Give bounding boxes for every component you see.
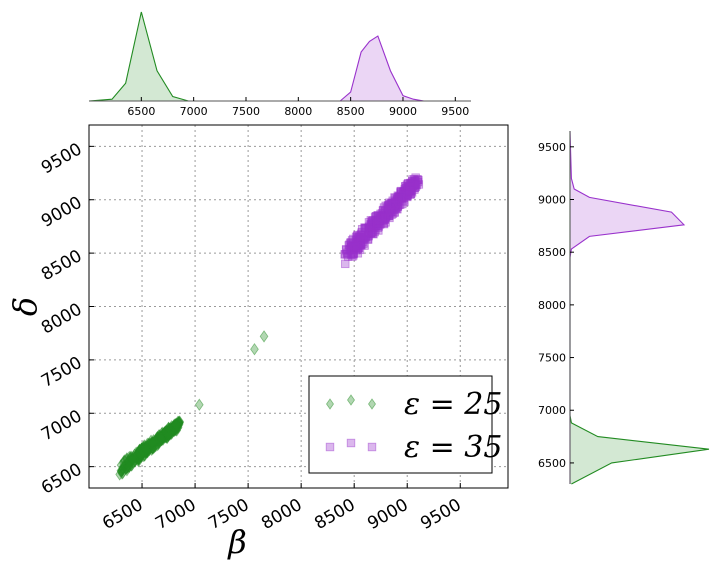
data-point-square xyxy=(406,189,415,199)
data-point-diamond xyxy=(115,468,125,481)
data-point-square xyxy=(380,215,390,224)
legend-label: ε = 25 xyxy=(404,387,502,422)
data-point-diamond xyxy=(138,445,148,459)
right-y-tick-label: 7000 xyxy=(538,404,566,417)
x-tick-label: 8500 xyxy=(311,495,358,534)
data-point-diamond xyxy=(124,460,134,474)
y-tick-label: 8500 xyxy=(38,246,85,285)
y-tick-label: 7000 xyxy=(38,406,85,445)
legend-entry: ε = 25 xyxy=(326,387,502,422)
data-point-square xyxy=(351,244,360,253)
right-density-fill-2 xyxy=(570,131,684,484)
right-density-line-2 xyxy=(569,130,686,484)
data-point-square xyxy=(372,218,381,228)
top-density-line-2 xyxy=(89,35,471,102)
data-point-square xyxy=(343,248,352,258)
data-point-square xyxy=(349,249,358,258)
data-point-diamond xyxy=(173,420,183,434)
series-2-points xyxy=(340,173,424,269)
legend-label: ε = 35 xyxy=(404,430,502,465)
data-point-square xyxy=(397,193,406,203)
y-tick-label: 6500 xyxy=(38,460,85,499)
legend: ε = 25 ε = 35 xyxy=(308,375,502,474)
series-1-points xyxy=(115,330,269,481)
right-y-tick-label: 9000 xyxy=(538,193,566,206)
data-point-square xyxy=(401,182,410,191)
y-axis-label: δ xyxy=(6,297,44,316)
y-tick-label: 8000 xyxy=(38,300,85,339)
top-density-line-1 xyxy=(88,11,471,102)
y-tick-label: 7500 xyxy=(38,353,85,392)
data-point-square xyxy=(366,220,375,229)
top-x-tick-label: 8500 xyxy=(337,105,365,118)
data-point-square xyxy=(347,236,357,245)
data-point-square xyxy=(364,231,373,241)
data-point-square xyxy=(356,239,365,249)
x-axis-label: β xyxy=(227,523,247,561)
right-y-tick-label: 7500 xyxy=(538,352,566,365)
top-x-tick-label: 7000 xyxy=(180,105,208,118)
data-point-diamond xyxy=(134,446,144,460)
data-point-diamond xyxy=(128,453,137,466)
data-point-diamond xyxy=(347,394,355,406)
data-point-square xyxy=(341,259,350,269)
data-point-diamond xyxy=(141,443,151,457)
data-point-diamond xyxy=(164,429,173,442)
data-point-diamond xyxy=(368,398,376,410)
y-tick-label: 9500 xyxy=(38,139,85,178)
main-plot-frame xyxy=(88,124,509,489)
data-point-diamond xyxy=(326,398,334,410)
right-density-fill-1 xyxy=(570,131,709,484)
main-scatter-panel: 6500 7000 7500 8000 8500 9000 9500650070007500… xyxy=(6,124,509,561)
top-x-tick-label: 9000 xyxy=(389,105,417,118)
data-point-square xyxy=(351,242,360,252)
x-tick-label: 8000 xyxy=(258,495,305,534)
right-y-tick-label: 8500 xyxy=(538,246,566,259)
data-point-diamond xyxy=(164,421,173,435)
data-point-square xyxy=(368,229,378,239)
right-y-tick-label: 8000 xyxy=(538,299,566,312)
data-point-square xyxy=(367,442,377,452)
x-tick-label: 9000 xyxy=(364,495,411,534)
data-point-square xyxy=(390,200,399,209)
data-point-square xyxy=(407,178,416,188)
data-point-diamond xyxy=(259,330,269,343)
top-x-tick-label: 6500 xyxy=(127,105,155,118)
data-point-square xyxy=(391,193,400,203)
top-density-fill-2 xyxy=(89,36,471,101)
data-point-square xyxy=(346,438,356,448)
top-x-tick-label: 7500 xyxy=(232,105,260,118)
right-y-tick-label: 9500 xyxy=(538,141,566,154)
right-y-tick-label: 6500 xyxy=(538,457,566,470)
top-x-tick-label: 8000 xyxy=(284,105,312,118)
data-point-square xyxy=(354,233,364,242)
top-density-fill-1 xyxy=(89,12,471,101)
data-point-square xyxy=(374,215,384,225)
y-tick-label: 9000 xyxy=(38,193,85,232)
data-point-square xyxy=(412,180,422,190)
legend-entry: ε = 35 xyxy=(325,430,502,465)
top-marginal-panel: 6500 7000 7500 8000 8500 9000 9500 xyxy=(88,11,471,118)
data-point-square xyxy=(359,235,368,244)
data-point-diamond xyxy=(250,343,259,356)
data-point-square xyxy=(366,228,375,238)
right-marginal-panel: 6500 7000 7500 8000 8500 9000 9500 xyxy=(538,130,710,485)
data-point-square xyxy=(405,181,415,191)
right-density-line-1 xyxy=(569,131,710,485)
data-point-square xyxy=(385,213,394,223)
x-tick-label: 7000 xyxy=(152,495,199,534)
top-x-tick-label: 9500 xyxy=(441,105,469,118)
legend-box xyxy=(308,375,493,474)
data-point-square xyxy=(353,249,363,258)
data-point-diamond xyxy=(141,440,151,454)
data-point-square xyxy=(387,207,396,216)
data-point-square xyxy=(371,221,381,230)
data-point-diamond xyxy=(194,398,204,411)
data-point-square xyxy=(325,442,335,452)
x-tick-label: 6500 xyxy=(99,495,146,534)
x-tick-label: 9500 xyxy=(417,495,464,534)
data-point-square xyxy=(399,188,408,197)
data-point-diamond xyxy=(148,436,157,449)
